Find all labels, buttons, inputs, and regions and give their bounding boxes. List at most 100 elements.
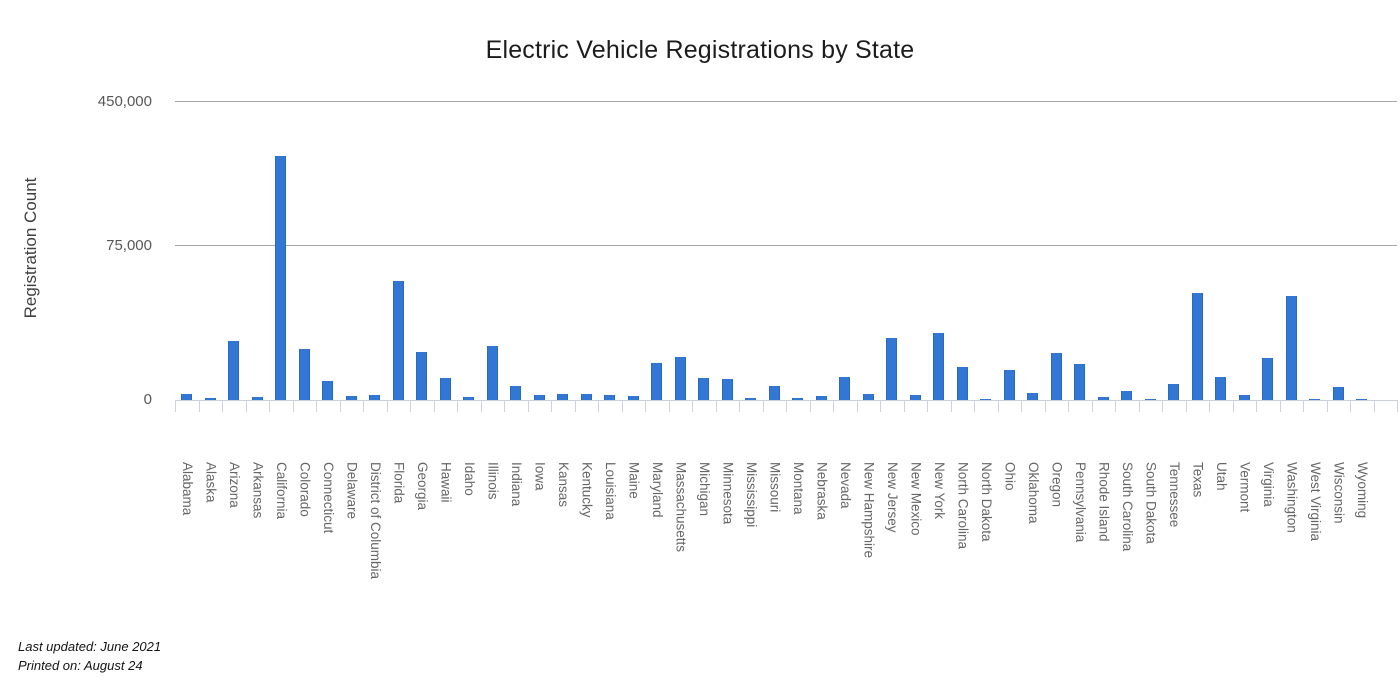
bar-hawaii: [439, 378, 451, 400]
x-tick-label-nevada: Nevada: [837, 462, 853, 509]
y-axis-title: Registration Count: [21, 177, 40, 319]
x-tick-label-new-mexico: New Mexico: [908, 462, 924, 536]
x-tick-label-colorado: Colorado: [297, 462, 313, 517]
x-axis-tick-mark: [504, 400, 505, 412]
x-axis-tick-mark: [927, 400, 928, 412]
x-axis-tick-mark: [245, 400, 247, 412]
x-tick-label-wyoming: Wyoming: [1354, 462, 1370, 519]
x-axis-tick-mark: [1256, 400, 1257, 412]
bar-new-hampshire: [862, 394, 874, 400]
bar-delaware: [345, 396, 357, 400]
x-tick-label-north-carolina: North Carolina: [955, 462, 971, 550]
x-tick-label-indiana: Indiana: [508, 462, 524, 507]
x-axis-tick-mark: [363, 400, 364, 412]
x-axis-tick-mark: [621, 400, 623, 412]
bar-indiana: [510, 385, 522, 400]
x-axis-tick-mark: [974, 400, 975, 412]
gridline-450000: [175, 101, 1397, 102]
bar-kentucky: [580, 393, 592, 400]
bar-nevada: [839, 377, 851, 400]
x-axis-tick-mark: [1115, 400, 1116, 412]
bar-alabama: [181, 394, 193, 400]
x-axis-tick-mark: [316, 400, 317, 412]
x-axis-tick-mark: [175, 400, 176, 412]
x-axis-tick-mark: [997, 400, 999, 412]
bar-tennessee: [1168, 383, 1180, 400]
x-tick-label-florida: Florida: [391, 462, 407, 504]
x-tick-label-delaware: Delaware: [344, 462, 360, 520]
x-tick-label-washington: Washington: [1284, 462, 1300, 533]
x-axis-tick-mark: [809, 400, 811, 412]
x-axis-tick-mark: [645, 400, 646, 412]
x-axis-tick-mark: [410, 400, 411, 412]
bar-south-dakota: [1144, 399, 1156, 400]
bar-michigan: [698, 378, 710, 400]
x-tick-label-vermont: Vermont: [1237, 462, 1253, 513]
x-axis-tick-mark: [1068, 400, 1069, 412]
x-tick-label-nebraska: Nebraska: [814, 462, 830, 520]
x-axis-tick-mark: [668, 400, 670, 412]
x-tick-label-kansas: Kansas: [555, 462, 571, 508]
x-axis-tick-mark: [1162, 400, 1163, 412]
bar-oregon: [1050, 353, 1062, 400]
bar-idaho: [463, 396, 475, 400]
bar-district-of-columbia: [369, 394, 381, 400]
x-tick-label-georgia: Georgia: [414, 462, 430, 511]
gridline-75000: [175, 245, 1397, 246]
x-tick-label-massachusetts: Massachusetts: [673, 462, 689, 553]
bar-pennsylvania: [1074, 364, 1086, 400]
x-axis-tick-mark: [739, 400, 740, 412]
bar-colorado: [298, 349, 310, 400]
x-tick-label-wisconsin: Wisconsin: [1331, 462, 1347, 524]
x-tick-label-maryland: Maryland: [649, 462, 665, 518]
bar-south-carolina: [1121, 391, 1133, 400]
bar-virginia: [1262, 357, 1274, 400]
x-axis-tick-mark: [222, 400, 223, 412]
bar-rhode-island: [1097, 396, 1109, 400]
x-tick-label-south-dakota: South Dakota: [1143, 462, 1159, 544]
bar-california: [275, 155, 287, 400]
chart-title: Electric Vehicle Registrations by State: [485, 36, 915, 64]
x-tick-label-new-york: New York: [931, 462, 947, 520]
bar-north-carolina: [956, 366, 968, 400]
x-axis-tick-mark: [551, 400, 552, 412]
x-tick-label-south-carolina: South Carolina: [1119, 462, 1135, 552]
bar-north-dakota: [980, 399, 992, 400]
x-tick-label-iowa: Iowa: [532, 462, 548, 491]
x-tick-label-hawaii: Hawaii: [438, 462, 454, 503]
x-axis-tick-mark: [1185, 400, 1187, 412]
x-axis-tick-mark: [1279, 400, 1281, 412]
x-tick-label-arizona: Arizona: [226, 462, 242, 508]
x-tick-label-virginia: Virginia: [1260, 462, 1276, 507]
bar-new-mexico: [909, 394, 921, 400]
x-tick-label-district-of-columbia: District of Columbia: [367, 462, 383, 580]
printed-on-note: Printed on: August 24: [18, 658, 143, 673]
x-axis-tick-mark: [480, 400, 482, 412]
bar-vermont: [1238, 394, 1250, 400]
bar-arizona: [228, 340, 240, 400]
x-tick-label-illinois: Illinois: [485, 462, 501, 500]
x-axis-tick-mark: [1397, 400, 1398, 412]
x-axis-tick-mark: [386, 400, 388, 412]
x-tick-label-idaho: Idaho: [461, 462, 477, 496]
y-tick-label: 75,000: [106, 237, 152, 254]
x-axis-tick-mark: [1138, 400, 1140, 412]
x-axis-tick-mark: [950, 400, 952, 412]
x-axis-tick-mark: [269, 400, 270, 412]
x-tick-label-new-jersey: New Jersey: [884, 462, 900, 533]
x-tick-label-pennsylvania: Pennsylvania: [1072, 462, 1088, 543]
x-tick-label-connecticut: Connecticut: [320, 462, 336, 534]
x-axis-tick-mark: [292, 400, 294, 412]
bar-arkansas: [251, 397, 263, 400]
bar-minnesota: [721, 378, 733, 400]
bar-maryland: [651, 363, 663, 400]
x-axis-tick-mark: [1350, 400, 1351, 412]
x-axis-tick-mark: [1232, 400, 1234, 412]
x-axis-tick-mark: [1209, 400, 1210, 412]
x-axis-tick-mark: [1021, 400, 1022, 412]
bar-montana: [792, 398, 804, 400]
bar-massachusetts: [674, 356, 686, 400]
x-axis-tick-mark: [786, 400, 787, 412]
x-tick-label-ohio: Ohio: [1002, 462, 1018, 491]
